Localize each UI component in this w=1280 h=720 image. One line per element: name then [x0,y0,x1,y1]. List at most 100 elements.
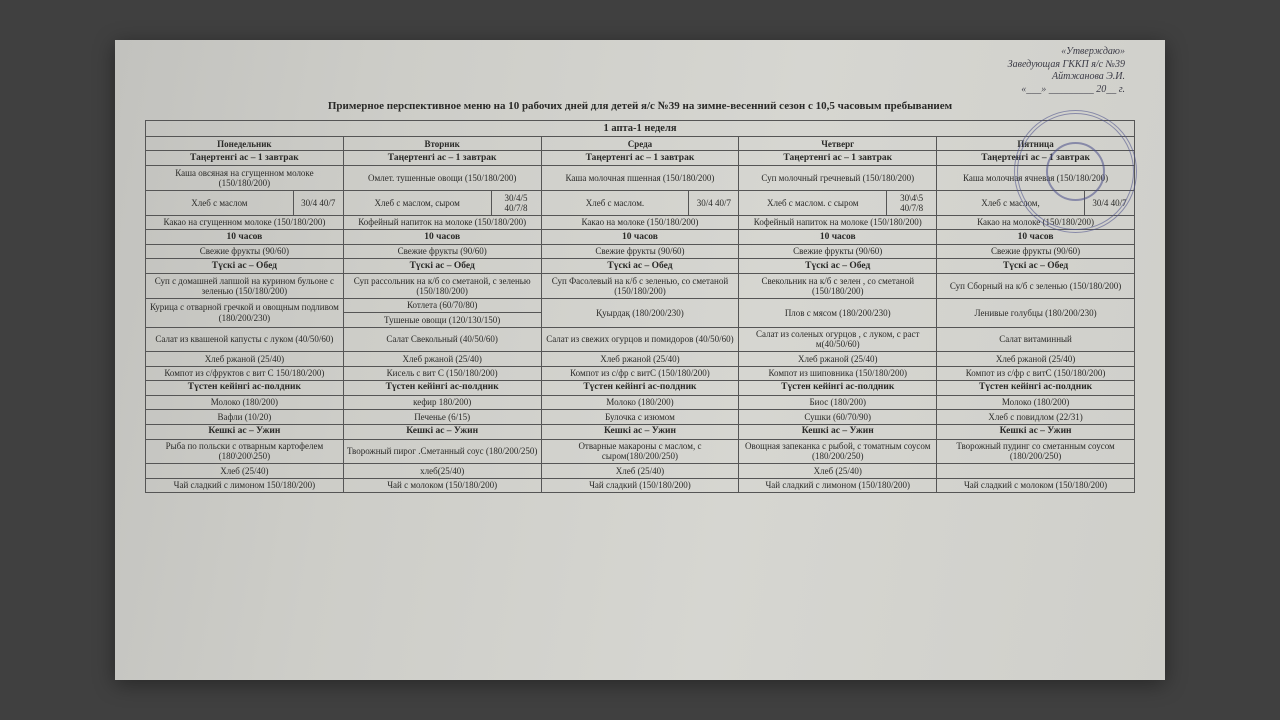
cell: Салат Свекольный (40/50/60) [343,327,541,352]
cell: Молоко (180/200) [541,395,739,409]
cell: Суп молочный гречневый (150/180/200) [739,166,937,191]
section-label: Таңертенгі ас – 1 завтрак [146,151,344,166]
cell: Каша овсяная на сгущенном молоке (150/18… [146,166,344,191]
cell: 30\4\5 40/7/8 [887,191,937,216]
cell: Творожный пудинг со сметанным соусом (18… [937,439,1135,464]
cell: Хлеб ржаной (25/40) [343,352,541,366]
cell: Котлета (60/70/80) [343,298,541,312]
cell: Какао на сгущенном молоке (150/180/200) [146,215,344,229]
day-header: Четверг [739,137,937,151]
section-label: Таңертенгі ас – 1 завтрак [739,151,937,166]
day-header: Пятница [937,137,1135,151]
cell: Какао на молоке (150/180/200) [541,215,739,229]
cell: Молоко (180/200) [146,395,344,409]
section-label: Кешкі ас – Ужин [343,424,541,439]
section-label: Түскі ас – Обед [541,259,739,274]
cell: Хлеб с повидлом (22/31) [937,410,1135,424]
section-label: Кешкі ас – Ужин [541,424,739,439]
section-label: Кешкі ас – Ужин [739,424,937,439]
section-label: Түскі ас – Обед [739,259,937,274]
section-label: 10 часов [937,230,1135,245]
section-label: Түстен кейінгі ас-полдник [739,380,937,395]
cell: Рыба по польски с отварным картофелем (1… [146,439,344,464]
menu-table: 1 апта-1 неделя Понедельник Вторник Сред… [145,120,1135,493]
cell: Свежие фрукты (90/60) [343,244,541,258]
cell: Свекольник на к/б с зелен , со сметаной … [739,274,937,299]
cell: Қуырдақ (180/200/230) [541,298,739,327]
section-label: Түскі ас – Обед [146,259,344,274]
section-label: Түскі ас – Обед [343,259,541,274]
section-label: 10 часов [739,230,937,245]
cell: Хлеб ржаной (25/40) [541,352,739,366]
cell: Компот из с/фр с витС (150/180/200) [541,366,739,380]
cell: Салат из свежих огурцов и помидоров (40/… [541,327,739,352]
cell: Свежие фрукты (90/60) [146,244,344,258]
cell: Творожный пирог .Сметанный соус (180/200… [343,439,541,464]
cell: Каша молочная пшенная (150/180/200) [541,166,739,191]
approve-line: Заведующая ГККП я/с №39 [1008,59,1125,72]
cell: Биос (180/200) [739,395,937,409]
cell: Булочка с изюмом [541,410,739,424]
cell: Свежие фрукты (90/60) [541,244,739,258]
cell: Компот из шиповника (150/180/200) [739,366,937,380]
cell: Свежие фрукты (90/60) [937,244,1135,258]
cell: 30/4 40/7 [689,191,739,216]
section-label: Таңертенгі ас – 1 завтрак [541,151,739,166]
page-title: Примерное перспективное меню на 10 рабоч… [145,100,1135,112]
day-header: Вторник [343,137,541,151]
cell: Салат витаминный [937,327,1135,352]
cell: Хлеб с маслом, сыром [343,191,491,216]
section-label: Түстен кейінгі ас-полдник [343,380,541,395]
cell: Чай сладкий с лимоном (150/180/200) [739,478,937,492]
cell: Хлеб ржаной (25/40) [146,352,344,366]
cell: Хлеб ржаной (25/40) [739,352,937,366]
cell: Компот из с/фруктов с вит С 150/180/200) [146,366,344,380]
cell: Чай сладкий с лимоном 150/180/200) [146,478,344,492]
cell: Суп Сборный на к/б с зеленью (150/180/20… [937,274,1135,299]
cell: Омлет. тушенные овощи (150/180/200) [343,166,541,191]
cell: Суп Фасолевый на к/б с зеленью, со смета… [541,274,739,299]
cell: 30/4/5 40/7/8 [491,191,541,216]
cell: Кофейный напиток на молоке (150/180/200) [739,215,937,229]
cell: Ленивые голубцы (180/200/230) [937,298,1135,327]
section-label: 10 часов [343,230,541,245]
section-label: 10 часов [541,230,739,245]
cell: Плов с мясом (180/200/230) [739,298,937,327]
cell: 30/4 40/7 [293,191,343,216]
approve-line: «Утверждаю» [1008,46,1125,59]
cell: Кисель с вит С (150/180/200) [343,366,541,380]
day-header: Понедельник [146,137,344,151]
section-label: Түстен кейінгі ас-полдник [146,380,344,395]
cell: хлеб(25/40) [343,464,541,478]
cell: Овощная запеканка с рыбой, с томатным со… [739,439,937,464]
cell: Хлеб (25/40) [541,464,739,478]
cell: Хлеб с маслом. [541,191,689,216]
cell: 30/4 40/7 [1084,191,1134,216]
cell: Хлеб (25/40) [739,464,937,478]
cell: Компот из с/фр с витС (150/180/200) [937,366,1135,380]
section-label: Түскі ас – Обед [937,259,1135,274]
cell: Суп с домашней лапшой на курином бульоне… [146,274,344,299]
cell: Молоко (180/200) [937,395,1135,409]
cell: Хлеб с маслом. с сыром [739,191,887,216]
approval-block: «Утверждаю» Заведующая ГККП я/с №39 Айтж… [1008,46,1125,96]
section-label: 10 часов [146,230,344,245]
cell: Чай сладкий (150/180/200) [541,478,739,492]
week-header: 1 апта-1 неделя [146,121,1135,137]
cell: Кофейный напиток на молоке (150/180/200) [343,215,541,229]
cell: Отварные макароны с маслом, с сыром(180/… [541,439,739,464]
cell: Печенье (6/15) [343,410,541,424]
document-page: «Утверждаю» Заведующая ГККП я/с №39 Айтж… [115,40,1165,680]
approve-line: «___» _________ 20__ г. [1008,84,1125,97]
cell: Хлеб с маслом [146,191,294,216]
section-label: Таңертенгі ас – 1 завтрак [343,151,541,166]
cell: кефир 180/200) [343,395,541,409]
cell: Каша молочная ячневая (150/180/200) [937,166,1135,191]
cell [937,464,1135,478]
cell: Салат из соленых огурцов , с луком, с ра… [739,327,937,352]
cell: Хлеб (25/40) [146,464,344,478]
cell: Чай с молоком (150/180/200) [343,478,541,492]
section-label: Кешкі ас – Ужин [146,424,344,439]
section-label: Түстен кейінгі ас-полдник [937,380,1135,395]
cell: Салат из квашеной капусты с луком (40/50… [146,327,344,352]
